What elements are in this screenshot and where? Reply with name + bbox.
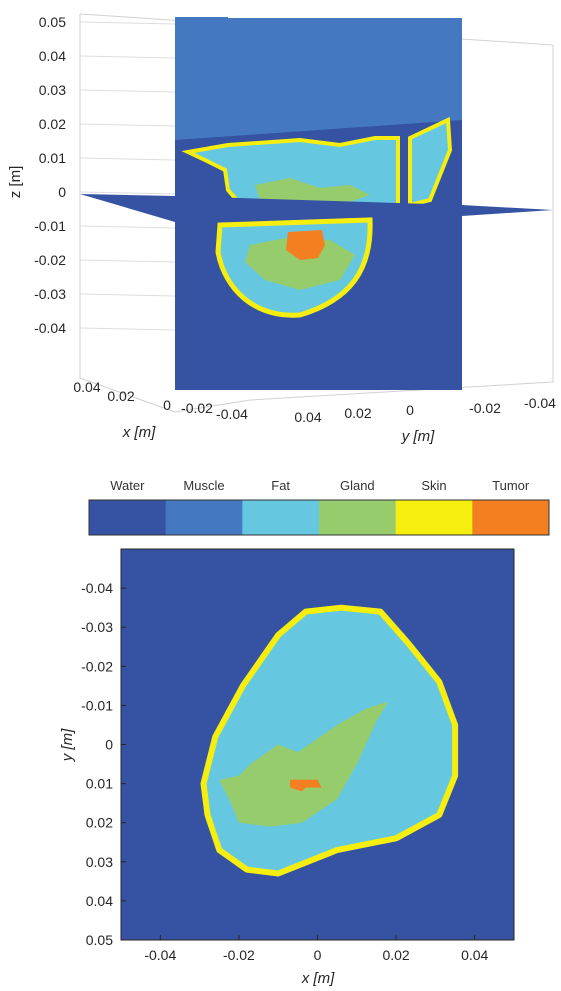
z-slice-plane <box>80 194 553 222</box>
y-axis-label: y [m] <box>401 428 435 445</box>
z-tick-label: 0.03 <box>39 82 66 98</box>
colorbar-swatch <box>89 500 167 535</box>
colorbar-label: Gland <box>340 478 375 493</box>
y-tick-labels: 0.04 0.02 0 -0.02 -0.04 <box>294 395 556 425</box>
x-slice-plane <box>175 17 228 45</box>
colorbar-frame <box>88 499 550 536</box>
z-tick-label: -0.02 <box>34 252 66 268</box>
colorbar-swatch <box>395 500 473 535</box>
colorbar-label: Water <box>110 478 145 493</box>
z-gridline <box>79 327 176 331</box>
y-tick-label: -0.03 <box>81 619 113 635</box>
z-tick-label: 0.02 <box>39 116 66 132</box>
y-tick-label: -0.04 <box>81 580 113 596</box>
colorbar-label: Tumor <box>492 478 530 493</box>
z-tick-label: -0.04 <box>34 320 66 336</box>
box-outline <box>79 13 554 413</box>
y-tick-label: 0 <box>105 737 113 753</box>
tissue-colorbar: Water Muscle Fat Gland Skin Tumor <box>88 478 550 536</box>
colorbar-swatch <box>165 500 243 535</box>
colorbar-label: Skin <box>421 478 446 493</box>
x-tick-label: 0.02 <box>107 388 134 404</box>
tick-marks <box>121 587 476 941</box>
y-tick-label: 0.01 <box>86 776 113 792</box>
z-gridlines <box>79 21 176 331</box>
y-tick-labels: -0.04 -0.03 -0.02 -0.01 0 0.01 0.02 0.03 0.04 0.0… <box>81 580 113 948</box>
z-tick-labels: 0.05 0.04 0.03 0.02 0.01 0 -0.01 -0.02 -0.03 -0.0… <box>34 14 66 336</box>
z-gridline <box>79 21 176 25</box>
y-tick-label: 0.02 <box>344 405 371 421</box>
breast-right-strip <box>408 116 453 208</box>
x-tick-label: 0 <box>163 397 171 413</box>
colorbar-swatch <box>319 500 397 535</box>
x-axis-label: x [m] <box>122 424 156 441</box>
colorbar-swatch <box>242 500 320 535</box>
z-gridline <box>79 191 176 195</box>
y-tick-label: -0.02 <box>81 658 113 674</box>
y-tick-label: 0.04 <box>294 409 321 425</box>
z-gridline <box>79 225 176 229</box>
axial-slice-plot: -0.04 -0.02 0 0.02 0.04 -0.04 -0.03 -0.02 -0.01… <box>59 548 515 987</box>
y-tick-label: 0.04 <box>86 893 113 909</box>
y-tick-label: 0.02 <box>86 815 113 831</box>
x-tick-label: 0 <box>314 947 322 963</box>
y-tick-label: 0 <box>406 402 414 418</box>
y-tick-label: 0.05 <box>86 932 113 948</box>
colorbar-label: Muscle <box>183 478 224 493</box>
x-tick-label: 0.04 <box>73 379 100 395</box>
z-gridline <box>79 259 176 263</box>
z-tick-label: 0.01 <box>39 150 66 166</box>
tumor-region <box>290 779 322 792</box>
colorbar-labels: Water Muscle Fat Gland Skin Tumor <box>110 478 530 493</box>
z-tick-label: 0 <box>58 184 66 200</box>
z-tick-label: 0.05 <box>39 14 66 30</box>
muscle-layer-upper <box>175 18 462 140</box>
z-tick-label: -0.03 <box>34 286 66 302</box>
breast-upper-gland <box>255 178 370 205</box>
x-tick-label: -0.02 <box>223 947 255 963</box>
y-tick-label: -0.02 <box>469 400 501 416</box>
z-tick-label: -0.01 <box>34 218 66 234</box>
z-gridline <box>79 55 176 59</box>
gland-region <box>219 701 389 827</box>
colorbar-swatch <box>472 500 550 535</box>
x-tick-label: -0.04 <box>144 947 176 963</box>
y-tick-label: 0.03 <box>86 854 113 870</box>
z-gridline <box>79 157 176 161</box>
colorbar-swatches <box>88 499 550 536</box>
x-tick-label: 0.02 <box>382 947 409 963</box>
z-gridline <box>79 89 176 93</box>
z-gridline <box>79 293 176 297</box>
z-gridline <box>79 123 176 127</box>
y-axis-label: y [m] <box>59 728 76 762</box>
x-tick-label: -0.02 <box>181 400 213 416</box>
tumor-3d <box>286 230 325 260</box>
z-tick-label: 0.04 <box>39 48 66 64</box>
y-tick-label: -0.01 <box>81 697 113 713</box>
z-axis-label: z [m] <box>7 166 24 199</box>
x-tick-labels: 0.04 0.02 0 -0.02 -0.04 <box>73 379 248 422</box>
x-axis-label: x [m] <box>301 970 335 987</box>
x-tick-label: 0.04 <box>461 947 488 963</box>
slice-volume-plot: 0.05 0.04 0.03 0.02 0.01 0 -0.01 -0.02 -0.03 -0.0… <box>7 13 556 445</box>
colorbar-label: Fat <box>271 478 290 493</box>
x-tick-label: -0.04 <box>216 406 248 422</box>
x-tick-labels: -0.04 -0.02 0 0.02 0.04 <box>144 947 488 963</box>
breast-lower-gland <box>245 238 355 290</box>
y-tick-label: -0.04 <box>524 395 556 411</box>
